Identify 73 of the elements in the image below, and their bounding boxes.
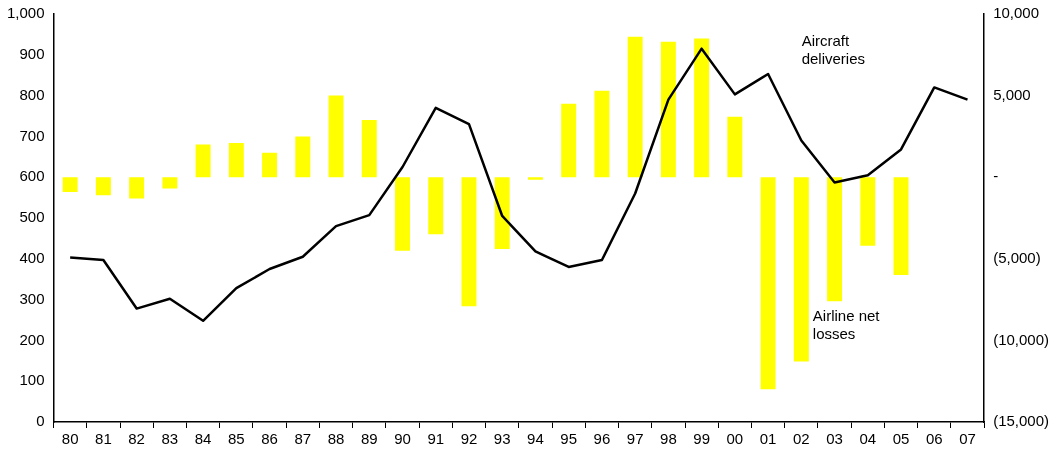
y-tick-label: 500 [19,208,45,226]
x-tick-label: 87 [294,430,312,448]
x-tick-label: 80 [61,430,79,448]
y2-tick-label: (10,000) [993,330,1050,348]
bar [195,144,211,178]
bar [893,177,909,276]
y2-tick-label: 10,000 [993,4,1040,22]
y-tick-label: 1,000 [6,4,45,22]
bar [129,177,145,199]
bar [95,177,111,196]
bar [461,177,477,307]
bar [494,177,510,250]
x-tick-label: 94 [527,430,544,448]
x-tick-label: 03 [826,430,843,448]
y-tick-label: 300 [19,289,45,307]
x-tick-label: 95 [560,430,578,448]
x-tick-label: 90 [394,430,411,448]
bar [760,177,776,390]
x-tick-label: 92 [460,430,478,448]
bar [694,38,710,178]
bar [395,177,410,251]
x-tick-label: 04 [859,430,877,448]
bar [428,177,444,235]
y2-tick-label: (5,000) [993,248,1041,266]
x-tick-label: 98 [660,430,677,448]
series-label: Airline net losses [812,306,881,342]
bar [328,95,344,178]
bar [561,103,577,178]
x-tick-label: 81 [95,430,112,448]
x-tick-label: 82 [128,430,145,448]
bar [162,177,178,189]
x-tick-label: 93 [493,430,511,448]
x-tick-label: 02 [792,430,810,448]
x-tick-label: 85 [227,430,245,448]
text: Aircraft deliveries [801,32,865,68]
bar [228,142,244,178]
x-tick-label: 07 [959,430,976,448]
bar [262,152,278,178]
x-tick-label: 06 [925,430,943,448]
x-tick-label: 91 [427,430,445,448]
bar [527,177,543,180]
y-tick-label: 0 [36,412,45,430]
x-tick-label: 86 [261,430,278,448]
y2-tick-label: (15,000) [993,412,1050,430]
x-tick-label: 99 [693,430,710,448]
y-tick-label: 700 [19,126,45,144]
bar [62,177,78,192]
y2-tick-label: 5,000 [993,85,1031,103]
bar [727,116,743,178]
bar [295,136,311,178]
y-tick-label: 100 [19,371,45,389]
bar [793,177,809,362]
bar [860,177,876,246]
x-tick-label: 88 [327,430,345,448]
y-tick-label: 600 [19,167,45,185]
bar [594,90,610,178]
x-tick-label: 05 [892,430,910,448]
y-tick-label: 200 [19,330,45,348]
x-tick-label: 89 [360,430,378,448]
bar [660,41,676,178]
x-tick-label: 84 [194,430,212,448]
x-tick-label: 00 [726,430,744,448]
x-tick-label: 96 [593,430,611,448]
bar [827,177,843,302]
bar [627,36,643,178]
x-tick-label: 01 [759,430,777,448]
y-tick-label: 900 [19,44,45,62]
y-tick-label: 800 [19,85,45,103]
y2-tick-label: - [993,167,999,185]
x-tick-label: 97 [626,430,644,448]
y-tick-label: 400 [19,248,45,266]
bar [361,120,377,178]
x-tick-label: 83 [161,430,179,448]
